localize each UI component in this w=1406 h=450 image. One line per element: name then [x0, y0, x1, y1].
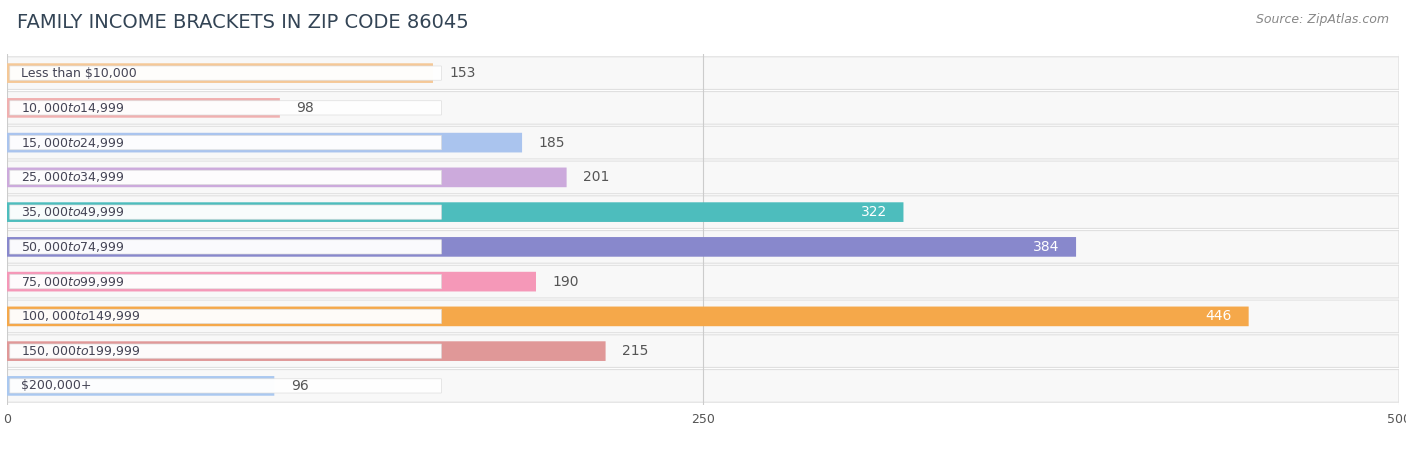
FancyBboxPatch shape	[10, 379, 441, 393]
Text: $200,000+: $200,000+	[21, 379, 91, 392]
FancyBboxPatch shape	[10, 205, 441, 219]
FancyBboxPatch shape	[7, 341, 606, 361]
FancyBboxPatch shape	[7, 202, 904, 222]
FancyBboxPatch shape	[7, 196, 1399, 229]
FancyBboxPatch shape	[7, 98, 280, 118]
FancyBboxPatch shape	[7, 57, 1399, 90]
Text: 215: 215	[623, 344, 648, 358]
FancyBboxPatch shape	[7, 306, 1249, 326]
Text: 201: 201	[583, 171, 610, 184]
Text: 190: 190	[553, 274, 579, 288]
Text: 384: 384	[1033, 240, 1059, 254]
FancyBboxPatch shape	[7, 161, 1399, 194]
Text: 446: 446	[1205, 310, 1232, 324]
FancyBboxPatch shape	[7, 91, 1399, 124]
Text: 98: 98	[297, 101, 315, 115]
FancyBboxPatch shape	[7, 237, 1076, 256]
Text: $10,000 to $14,999: $10,000 to $14,999	[21, 101, 125, 115]
Text: $50,000 to $74,999: $50,000 to $74,999	[21, 240, 125, 254]
Text: FAMILY INCOME BRACKETS IN ZIP CODE 86045: FAMILY INCOME BRACKETS IN ZIP CODE 86045	[17, 14, 468, 32]
Text: 322: 322	[860, 205, 887, 219]
FancyBboxPatch shape	[10, 135, 441, 150]
FancyBboxPatch shape	[7, 376, 274, 396]
FancyBboxPatch shape	[7, 272, 536, 292]
FancyBboxPatch shape	[7, 133, 522, 153]
FancyBboxPatch shape	[7, 63, 433, 83]
Text: 185: 185	[538, 135, 565, 149]
FancyBboxPatch shape	[7, 369, 1399, 402]
Text: 153: 153	[450, 66, 477, 80]
FancyBboxPatch shape	[7, 266, 1399, 298]
FancyBboxPatch shape	[10, 240, 441, 254]
FancyBboxPatch shape	[10, 170, 441, 184]
FancyBboxPatch shape	[7, 335, 1399, 368]
FancyBboxPatch shape	[10, 274, 441, 289]
Text: Less than $10,000: Less than $10,000	[21, 67, 136, 80]
Text: $75,000 to $99,999: $75,000 to $99,999	[21, 274, 125, 288]
FancyBboxPatch shape	[7, 167, 567, 187]
FancyBboxPatch shape	[7, 126, 1399, 159]
FancyBboxPatch shape	[7, 230, 1399, 263]
Text: $35,000 to $49,999: $35,000 to $49,999	[21, 205, 125, 219]
FancyBboxPatch shape	[10, 344, 441, 358]
Text: $25,000 to $34,999: $25,000 to $34,999	[21, 171, 125, 184]
Text: $15,000 to $24,999: $15,000 to $24,999	[21, 135, 125, 149]
Text: $150,000 to $199,999: $150,000 to $199,999	[21, 344, 141, 358]
FancyBboxPatch shape	[7, 300, 1399, 333]
FancyBboxPatch shape	[10, 66, 441, 80]
Text: 96: 96	[291, 379, 309, 393]
FancyBboxPatch shape	[10, 101, 441, 115]
Text: Source: ZipAtlas.com: Source: ZipAtlas.com	[1256, 14, 1389, 27]
FancyBboxPatch shape	[10, 309, 441, 324]
Text: $100,000 to $149,999: $100,000 to $149,999	[21, 310, 141, 324]
